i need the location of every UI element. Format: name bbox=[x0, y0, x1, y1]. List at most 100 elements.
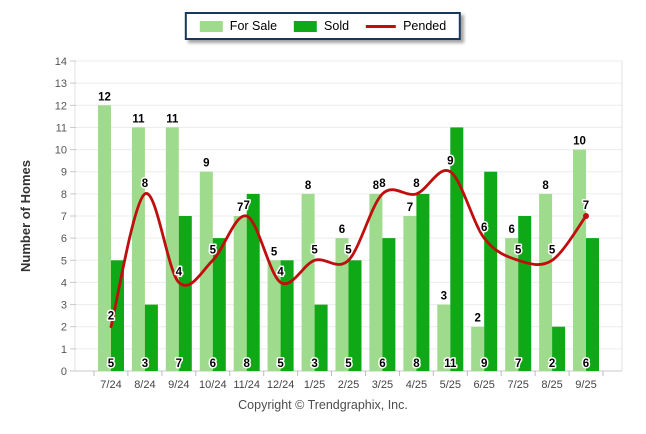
sold-bar bbox=[144, 304, 158, 371]
x-tick-label: 1/25 bbox=[304, 379, 325, 391]
y-tick-label: 12 bbox=[55, 100, 67, 112]
sold-value-label: 3 bbox=[311, 358, 317, 370]
sold-value-label: 3 bbox=[142, 358, 148, 370]
for-sale-value-label: 2 bbox=[474, 313, 480, 325]
y-tick-label: 10 bbox=[55, 145, 67, 157]
sold-value-label: 5 bbox=[345, 358, 352, 370]
legend: For Sale Sold Pended bbox=[184, 12, 462, 40]
pended-value-label: 8 bbox=[379, 178, 386, 190]
pended-value-label: 8 bbox=[413, 178, 420, 190]
for-sale-bar bbox=[233, 216, 247, 371]
for-sale-value-label: 8 bbox=[305, 180, 312, 192]
for-sale-value-label: 5 bbox=[271, 246, 278, 258]
sold-bar bbox=[111, 260, 124, 371]
for-sale-bar bbox=[369, 193, 383, 371]
y-tick-label: 9 bbox=[61, 167, 67, 179]
pended-value-label: 6 bbox=[481, 222, 487, 234]
sold-value-label: 7 bbox=[176, 358, 182, 370]
sold-bar bbox=[586, 238, 599, 371]
sold-bar bbox=[552, 326, 566, 371]
x-tick-label: 7/25 bbox=[507, 379, 528, 391]
for-sale-value-label: 7 bbox=[237, 202, 243, 214]
x-tick-label: 5/25 bbox=[440, 379, 461, 391]
for-sale-value-label: 6 bbox=[339, 224, 345, 236]
x-tick-label: 9/24 bbox=[168, 379, 189, 391]
sold-bar bbox=[348, 260, 362, 371]
for-sale-value-label: 8 bbox=[373, 180, 380, 192]
sold-value-label: 9 bbox=[481, 358, 487, 370]
y-tick-label: 13 bbox=[55, 78, 67, 90]
y-tick-label: 8 bbox=[61, 189, 67, 201]
pended-line-swatch bbox=[366, 24, 397, 28]
sold-bar bbox=[280, 260, 294, 371]
pended-value-label: 5 bbox=[515, 244, 522, 256]
y-tick-label: 3 bbox=[61, 300, 67, 312]
y-axis-title: Number of Homes bbox=[18, 160, 33, 272]
for-sale-bar bbox=[573, 149, 586, 371]
y-tick-label: 1 bbox=[61, 344, 67, 356]
for-sale-value-label: 3 bbox=[441, 291, 447, 303]
legend-label-sold: Sold bbox=[324, 19, 350, 33]
for-sale-bar bbox=[199, 171, 213, 371]
y-tick-label: 2 bbox=[61, 322, 67, 334]
sold-bar bbox=[518, 216, 532, 371]
sold-value-label: 6 bbox=[379, 358, 385, 370]
pended-line bbox=[109, 169, 588, 329]
sold-value-label: 8 bbox=[243, 358, 250, 370]
legend-label-for-sale: For Sale bbox=[229, 19, 278, 33]
for-sale-bar bbox=[403, 216, 417, 371]
sold-value-label: 8 bbox=[413, 358, 420, 370]
y-tick-label: 0 bbox=[61, 366, 67, 378]
pended-value-label: 5 bbox=[549, 244, 556, 256]
for-sale-bar bbox=[471, 326, 485, 371]
x-tick-label: 3/25 bbox=[372, 379, 393, 391]
legend-item-sold: Sold bbox=[294, 19, 349, 33]
y-tick-label: 11 bbox=[56, 122, 67, 134]
y-tick-label: 4 bbox=[61, 277, 67, 289]
pended-value-label: 2 bbox=[108, 311, 114, 323]
x-tick-label: 2/25 bbox=[338, 379, 359, 391]
pended-end-dot bbox=[583, 213, 589, 219]
for-sale-bar bbox=[539, 193, 553, 371]
sold-swatch bbox=[294, 20, 318, 32]
x-tick-label: 7/24 bbox=[100, 379, 121, 391]
pended-value-label: 5 bbox=[345, 244, 352, 256]
for-sale-value-label: 11 bbox=[132, 113, 145, 125]
for-sale-bar bbox=[505, 238, 519, 371]
sold-value-label: 2 bbox=[549, 358, 555, 370]
for-sale-bar bbox=[301, 193, 315, 371]
for-sale-bar bbox=[131, 127, 145, 372]
sold-bar bbox=[212, 238, 226, 371]
sold-bar bbox=[382, 238, 396, 371]
sold-bar bbox=[416, 193, 430, 371]
pended-value-label: 4 bbox=[176, 266, 183, 278]
for-sale-value-label: 11 bbox=[166, 113, 179, 125]
copyright-text: Copyright © Trendgraphix, Inc. bbox=[238, 398, 408, 412]
for-sale-value-label: 9 bbox=[203, 158, 209, 170]
legend-item-for-sale: For Sale bbox=[199, 19, 278, 33]
sold-value-label: 6 bbox=[210, 358, 216, 370]
sold-bar bbox=[246, 193, 260, 371]
x-tick-label: 8/24 bbox=[134, 379, 155, 391]
for-sale-value-label: 12 bbox=[98, 91, 111, 103]
x-tick-label: 12/24 bbox=[267, 379, 295, 391]
legend-item-pended: Pended bbox=[366, 19, 446, 33]
sold-value-label: 7 bbox=[515, 358, 521, 370]
for-sale-bar bbox=[267, 260, 281, 371]
for-sale-bar bbox=[335, 238, 349, 371]
sold-value-label: 5 bbox=[108, 358, 115, 370]
x-tick-label: 6/25 bbox=[473, 379, 494, 391]
for-sale-value-label: 6 bbox=[508, 224, 514, 236]
for-sale-value-label: 8 bbox=[542, 180, 549, 192]
pended-value-label: 7 bbox=[583, 200, 589, 212]
for-sale-bar bbox=[165, 127, 179, 372]
for-sale-bar bbox=[98, 105, 111, 372]
pended-value-label: 4 bbox=[277, 266, 284, 278]
x-tick-label: 9/25 bbox=[575, 379, 596, 391]
sold-bar bbox=[314, 304, 328, 371]
for-sale-value-label: 10 bbox=[573, 136, 586, 148]
y-tick-label: 7 bbox=[61, 211, 67, 223]
pended-value-label: 5 bbox=[311, 244, 318, 256]
y-tick-label: 14 bbox=[55, 56, 67, 68]
